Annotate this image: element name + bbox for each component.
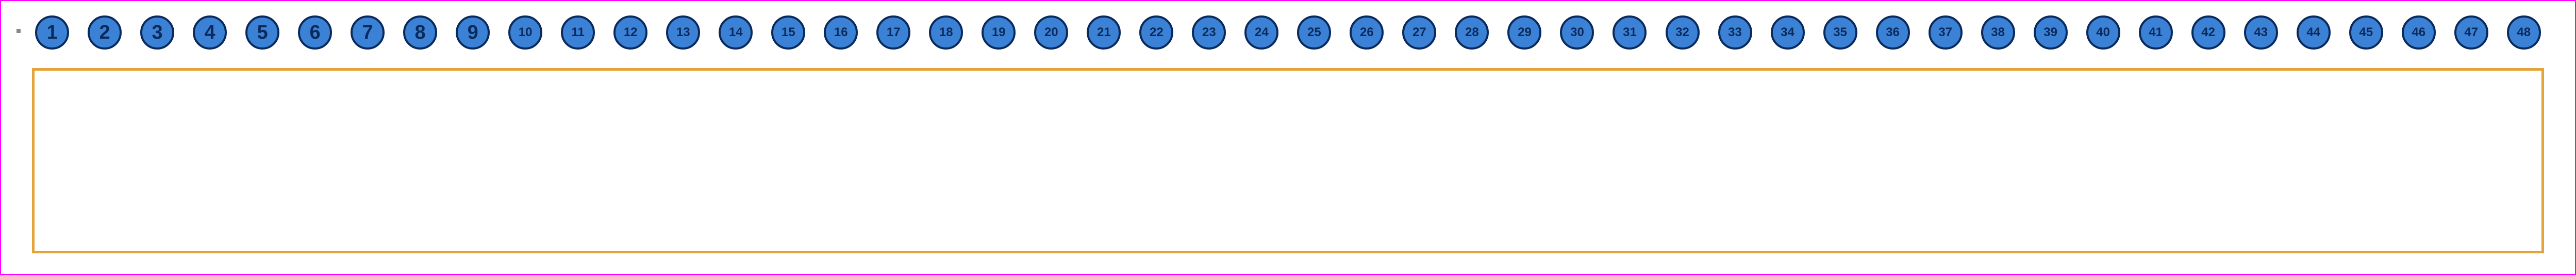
number-dot-label: 27 [1412,25,1426,40]
number-dot-label: 35 [1833,25,1847,40]
number-dot-4[interactable]: 4 [193,15,227,50]
number-dot-6[interactable]: 6 [298,15,332,50]
number-dot-21[interactable]: 21 [1087,15,1121,50]
number-dot-label: 40 [2096,25,2110,40]
number-dot-40[interactable]: 40 [2086,15,2120,50]
number-dot-7[interactable]: 7 [351,15,385,50]
number-dot-label: 42 [2201,25,2215,40]
number-dot-44[interactable]: 44 [2297,15,2331,50]
number-dot-23[interactable]: 23 [1192,15,1226,50]
number-dot-label: 7 [362,22,373,44]
number-dot-label: 5 [257,22,268,44]
content-box [32,68,2544,253]
number-dot-label: 33 [1728,25,1742,40]
number-dot-label: 26 [1360,25,1374,40]
number-dot-label: 2 [99,22,110,44]
number-dot-10[interactable]: 10 [508,15,542,50]
number-dot-label: 15 [782,25,795,40]
number-dot-12[interactable]: 12 [613,15,647,50]
number-dot-37[interactable]: 37 [1929,15,1963,50]
number-dot-45[interactable]: 45 [2349,15,2383,50]
number-dot-label: 16 [834,25,848,40]
number-dot-label: 18 [939,25,953,40]
number-dot-label: 36 [1886,25,1900,40]
number-dot-label: 14 [729,25,743,40]
number-dot-24[interactable]: 24 [1244,15,1278,50]
number-dot-36[interactable]: 36 [1876,15,1910,50]
numbered-dots-row: 1234567891011121314151617181920212223242… [1,15,2575,50]
number-dot-label: 39 [2043,25,2057,40]
number-dot-29[interactable]: 29 [1507,15,1541,50]
number-dot-27[interactable]: 27 [1402,15,1436,50]
number-dot-42[interactable]: 42 [2191,15,2225,50]
number-dot-31[interactable]: 31 [1613,15,1647,50]
number-dot-label: 1 [46,22,57,44]
number-dot-18[interactable]: 18 [929,15,963,50]
number-dot-9[interactable]: 9 [456,15,490,50]
number-dot-3[interactable]: 3 [140,15,174,50]
number-dot-16[interactable]: 16 [824,15,858,50]
number-dot-label: 25 [1307,25,1321,40]
number-dot-label: 17 [887,25,901,40]
number-dot-label: 11 [571,25,584,40]
number-dot-label: 12 [624,25,638,40]
number-dot-label: 4 [204,22,215,44]
number-dot-30[interactable]: 30 [1560,15,1594,50]
number-dot-label: 19 [992,25,1006,40]
number-dot-label: 20 [1044,25,1058,40]
number-dot-label: 44 [2306,25,2320,40]
number-dot-15[interactable]: 15 [771,15,805,50]
number-dot-label: 38 [1991,25,2005,40]
number-dot-label: 3 [152,22,162,44]
number-dot-label: 9 [468,22,478,44]
number-dot-25[interactable]: 25 [1297,15,1331,50]
number-dot-label: 46 [2412,25,2425,40]
number-dot-28[interactable]: 28 [1455,15,1489,50]
number-dot-11[interactable]: 11 [561,15,595,50]
number-dot-label: 41 [2149,25,2163,40]
number-dot-2[interactable]: 2 [88,15,122,50]
number-dot-41[interactable]: 41 [2139,15,2173,50]
number-dot-47[interactable]: 47 [2454,15,2488,50]
number-dot-label: 29 [1518,25,1532,40]
number-dot-19[interactable]: 19 [982,15,1016,50]
number-dot-1[interactable]: 1 [35,15,69,50]
number-dot-48[interactable]: 48 [2507,15,2541,50]
number-dot-26[interactable]: 26 [1350,15,1384,50]
number-dot-label: 13 [676,25,690,40]
number-dot-20[interactable]: 20 [1034,15,1068,50]
outer-frame: 1234567891011121314151617181920212223242… [0,0,2576,275]
number-dot-label: 8 [415,22,426,44]
number-dot-8[interactable]: 8 [403,15,437,50]
number-dot-label: 47 [2464,25,2478,40]
number-dot-label: 43 [2254,25,2268,40]
number-dot-5[interactable]: 5 [245,15,279,50]
number-dot-label: 30 [1570,25,1584,40]
number-dot-label: 34 [1781,25,1794,40]
number-dot-label: 48 [2517,25,2531,40]
number-dot-label: 31 [1623,25,1637,40]
number-dot-38[interactable]: 38 [1981,15,2015,50]
number-dot-label: 28 [1465,25,1479,40]
number-dot-32[interactable]: 32 [1666,15,1700,50]
number-dot-13[interactable]: 13 [666,15,700,50]
number-dot-label: 32 [1675,25,1689,40]
number-dot-label: 22 [1150,25,1164,40]
number-dot-34[interactable]: 34 [1771,15,1805,50]
number-dot-label: 23 [1202,25,1216,40]
number-dot-label: 45 [2359,25,2373,40]
number-dot-label: 24 [1255,25,1269,40]
number-dot-35[interactable]: 35 [1823,15,1857,50]
number-dot-22[interactable]: 22 [1139,15,1173,50]
number-dot-label: 21 [1097,25,1111,40]
number-dot-39[interactable]: 39 [2034,15,2068,50]
number-dot-46[interactable]: 46 [2402,15,2436,50]
number-dot-17[interactable]: 17 [876,15,910,50]
number-dot-label: 6 [310,22,321,44]
number-dot-label: 37 [1938,25,1952,40]
number-dot-14[interactable]: 14 [719,15,753,50]
number-dot-label: 10 [519,25,533,40]
number-dot-33[interactable]: 33 [1718,15,1752,50]
number-dot-43[interactable]: 43 [2244,15,2278,50]
